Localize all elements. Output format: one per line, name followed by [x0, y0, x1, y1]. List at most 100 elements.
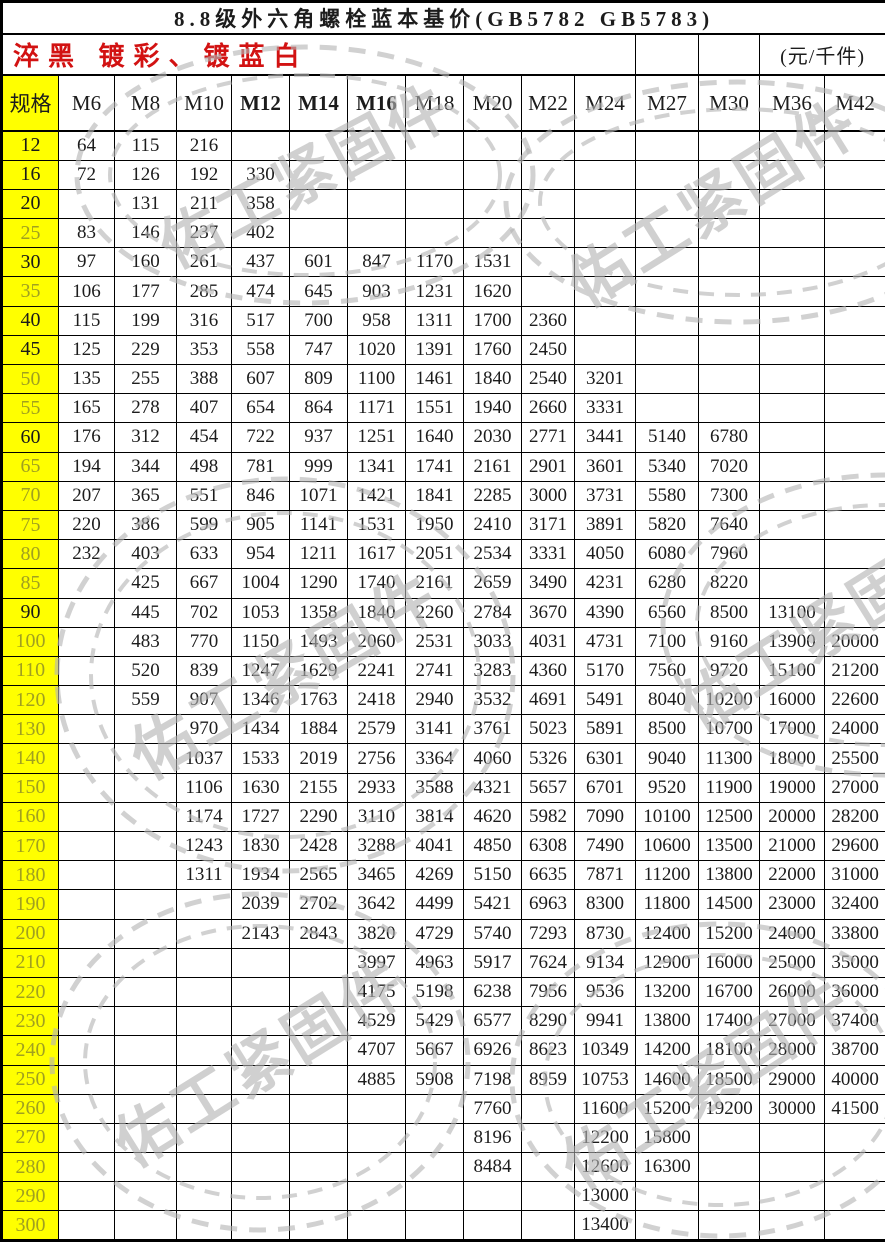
price-cell	[177, 948, 232, 977]
price-cell: 15800	[636, 1123, 699, 1152]
price-cell	[760, 1182, 825, 1211]
price-cell: 1741	[406, 452, 464, 481]
price-cell	[825, 1211, 885, 1240]
price-cell: 11300	[699, 744, 760, 773]
price-cell: 261	[177, 248, 232, 277]
price-cell	[348, 1123, 406, 1152]
column-header-M24: M24	[575, 75, 636, 131]
price-cell: 5908	[406, 1065, 464, 1094]
price-cell: 2143	[232, 919, 290, 948]
price-cell: 28000	[760, 1036, 825, 1065]
price-cell: 5982	[522, 802, 575, 831]
price-cell	[699, 219, 760, 248]
price-cell: 2565	[290, 861, 348, 890]
price-cell	[699, 248, 760, 277]
price-cell: 700	[290, 306, 348, 335]
price-cell: 8196	[464, 1123, 522, 1152]
price-cell	[115, 1211, 177, 1240]
price-cell: 1934	[232, 861, 290, 890]
price-cell: 1950	[406, 510, 464, 539]
price-cell	[636, 1211, 699, 1240]
price-cell: 7090	[575, 802, 636, 831]
price-cell	[115, 948, 177, 977]
spec-cell: 300	[2, 1211, 59, 1240]
price-cell: 3201	[575, 365, 636, 394]
price-cell: 4041	[406, 832, 464, 861]
price-cell: 177	[115, 277, 177, 306]
price-cell: 3441	[575, 423, 636, 452]
price-cell	[760, 189, 825, 218]
price-cell: 3288	[348, 832, 406, 861]
price-cell: 517	[232, 306, 290, 335]
price-cell: 9160	[699, 627, 760, 656]
price-cell: 1358	[290, 598, 348, 627]
price-cell	[406, 1123, 464, 1152]
price-cell: 16000	[699, 948, 760, 977]
price-cell: 6963	[522, 890, 575, 919]
price-cell: 9520	[636, 773, 699, 802]
price-cell: 19000	[760, 773, 825, 802]
price-cell: 1461	[406, 365, 464, 394]
price-cell	[348, 1153, 406, 1182]
price-cell	[522, 131, 575, 160]
price-cell: 2540	[522, 365, 575, 394]
price-cell: 36000	[825, 977, 885, 1006]
price-cell: 4620	[464, 802, 522, 831]
price-cell	[232, 131, 290, 160]
spec-cell: 200	[2, 919, 59, 948]
price-cell	[522, 277, 575, 306]
price-cell: 2241	[348, 656, 406, 685]
price-cell: 115	[115, 131, 177, 160]
price-cell: 4050	[575, 540, 636, 569]
price-cell	[59, 1153, 115, 1182]
price-cell	[115, 890, 177, 919]
title-row: 8.8级外六角螺栓蓝本基价(GB5782 GB5783)	[2, 2, 885, 35]
price-cell: 7490	[575, 832, 636, 861]
price-cell	[59, 744, 115, 773]
price-cell: 4529	[348, 1007, 406, 1036]
spec-cell: 35	[2, 277, 59, 306]
price-cell	[59, 948, 115, 977]
price-cell: 10100	[636, 802, 699, 831]
price-cell: 14600	[636, 1065, 699, 1094]
price-cell: 558	[232, 335, 290, 364]
spec-cell: 70	[2, 481, 59, 510]
price-cell: 15200	[636, 1094, 699, 1123]
price-cell	[290, 1036, 348, 1065]
price-cell: 211	[177, 189, 232, 218]
price-cell: 2030	[464, 423, 522, 452]
price-cell	[115, 1094, 177, 1123]
price-cell: 559	[115, 686, 177, 715]
price-cell: 19200	[699, 1094, 760, 1123]
price-cell	[575, 219, 636, 248]
price-cell: 8500	[699, 598, 760, 627]
price-cell	[522, 189, 575, 218]
price-cell	[699, 1153, 760, 1182]
price-cell	[232, 1007, 290, 1036]
price-cell	[699, 394, 760, 423]
price-cell: 5657	[522, 773, 575, 802]
price-cell	[636, 248, 699, 277]
price-cell: 4231	[575, 569, 636, 598]
price-cell: 40000	[825, 1065, 885, 1094]
price-cell: 1421	[348, 481, 406, 510]
price-cell: 2428	[290, 832, 348, 861]
price-cell: 454	[177, 423, 232, 452]
price-cell: 13900	[760, 627, 825, 656]
price-cell: 2534	[464, 540, 522, 569]
price-cell: 1037	[177, 744, 232, 773]
price-cell: 4269	[406, 861, 464, 890]
price-cell	[59, 1182, 115, 1211]
price-cell	[825, 598, 885, 627]
price-cell	[115, 773, 177, 802]
